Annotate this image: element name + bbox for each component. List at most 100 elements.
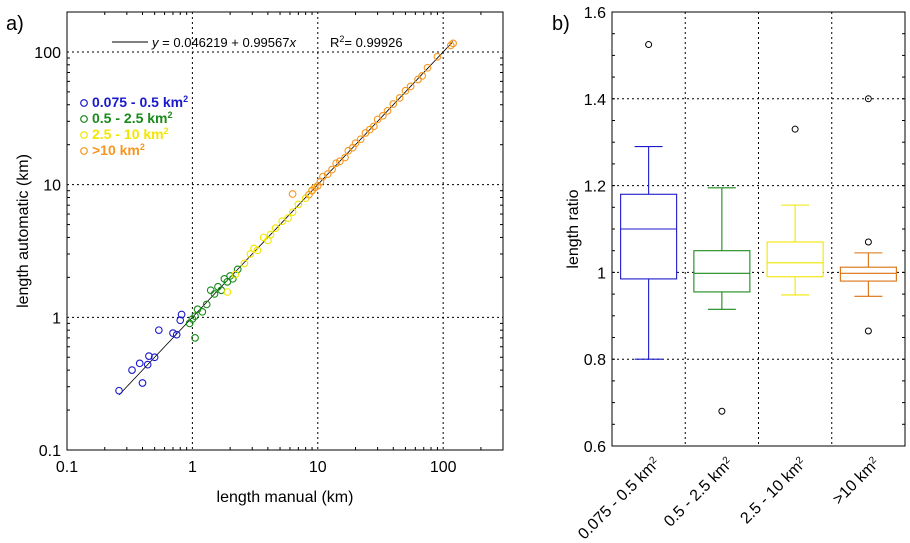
x-tick-label: 10 <box>309 459 327 476</box>
legend-marker <box>80 99 88 107</box>
data-point <box>288 190 297 198</box>
outlier-point <box>791 125 799 133</box>
data-point <box>414 75 422 84</box>
data-point <box>356 135 365 144</box>
box-iqr <box>620 193 678 280</box>
data-point <box>370 122 378 131</box>
data-point <box>278 217 287 226</box>
x-tick-label: 0.1 <box>56 459 78 476</box>
legend-entry: 0.5 - 2.5 km2 <box>92 110 173 126</box>
legend-marker <box>80 147 88 155</box>
data-point <box>223 288 232 296</box>
data-point <box>210 290 219 298</box>
category-label: 0.5 - 2.5 km2 <box>661 454 737 530</box>
legend-marker <box>80 115 88 123</box>
y-tick-label: 0.8 <box>584 352 606 369</box>
data-point <box>446 41 455 50</box>
data-point <box>198 307 207 316</box>
data-point <box>406 82 415 91</box>
data-point <box>191 334 199 342</box>
data-point <box>313 181 322 190</box>
box-2 <box>693 187 751 415</box>
data-point <box>191 312 199 321</box>
data-point <box>143 360 152 369</box>
scatter-plot-frame <box>66 11 504 451</box>
data-point <box>228 274 237 283</box>
data-point <box>341 153 349 162</box>
data-point <box>288 208 297 217</box>
legend-marker <box>80 131 88 139</box>
data-point <box>433 52 442 61</box>
scatter-points <box>115 39 457 396</box>
scatter-tick-labels: 0.1 1 10 100 0.1 1 10 100 <box>34 12 503 476</box>
data-point <box>336 157 344 166</box>
legend-entry: 2.5 - 10 km2 <box>92 126 169 142</box>
data-point <box>378 111 387 120</box>
scatter-grid <box>67 12 503 450</box>
data-point <box>332 159 340 168</box>
y-tick-label: 1 <box>597 265 606 282</box>
boxplot-category-labels: 0.075 - 0.5 km2 0.5 - 2.5 km2 2.5 - 10 km2… <box>575 454 883 543</box>
data-point <box>401 86 410 95</box>
data-point <box>176 316 185 325</box>
box-1 <box>620 41 678 360</box>
scatter-panel: a) 0.1 1 10 100 0.1 1 10 100 length manual (km)… <box>6 11 504 506</box>
data-point <box>319 172 327 181</box>
category-label: >10 km2 <box>829 454 883 508</box>
data-point <box>395 94 404 102</box>
box-3 <box>766 125 824 296</box>
data-point <box>361 129 370 137</box>
data-point <box>206 286 215 295</box>
outlier-point <box>864 238 872 246</box>
data-point <box>169 329 177 337</box>
data-point <box>351 139 360 148</box>
data-point <box>271 224 280 232</box>
category-label: 2.5 - 10 km2 <box>737 454 810 527</box>
data-point <box>202 300 211 309</box>
y-tick-label: 1.2 <box>584 179 606 196</box>
y-tick-label: 1.6 <box>584 5 606 22</box>
box-iqr <box>693 250 751 293</box>
legend-entry: 0.075 - 0.5 km2 <box>92 94 188 110</box>
fit-equation: y = 0.046219 + 0.99567x <box>151 35 296 50</box>
data-point <box>323 170 332 178</box>
box-4 <box>839 95 897 335</box>
outlier-point <box>718 407 726 415</box>
x-tick-label: 100 <box>430 459 457 476</box>
data-point <box>177 310 186 319</box>
data-point <box>240 259 249 268</box>
panel-label-b: b) <box>552 13 570 35</box>
data-point <box>246 250 255 258</box>
scatter-y-axis-title: length automatic (km) <box>15 154 32 308</box>
category-label: 0.075 - 0.5 km2 <box>575 454 664 543</box>
boxplot-grid <box>612 12 905 446</box>
data-point <box>115 386 123 395</box>
box-iqr <box>839 266 897 282</box>
y-tick-label: 1 <box>52 310 61 327</box>
outlier-point <box>864 327 872 335</box>
data-point <box>135 359 144 368</box>
data-point <box>328 165 336 174</box>
data-point <box>253 246 262 255</box>
boxplot-boxes <box>620 41 897 415</box>
legend-entry: >10 km2 <box>92 142 145 158</box>
data-point <box>418 72 427 80</box>
boxplot-y-axis-title: length ratio <box>565 189 582 268</box>
data-point <box>154 326 163 335</box>
fit-r-squared: R2= 0.99926 <box>330 34 403 50</box>
data-point <box>172 330 181 339</box>
data-point <box>284 214 292 222</box>
data-point <box>138 379 147 387</box>
data-point <box>423 63 432 72</box>
data-point <box>266 230 275 239</box>
y-tick-label: 0.6 <box>584 439 606 456</box>
panel-label-a: a) <box>6 13 24 35</box>
data-point <box>383 106 392 115</box>
data-point <box>128 366 136 374</box>
data-point <box>150 353 159 362</box>
x-tick-label: 1 <box>188 459 197 476</box>
boxplot-tick-labels: 0.6 0.8 1 1.2 1.4 1.6 <box>584 5 905 456</box>
data-point <box>389 100 398 108</box>
